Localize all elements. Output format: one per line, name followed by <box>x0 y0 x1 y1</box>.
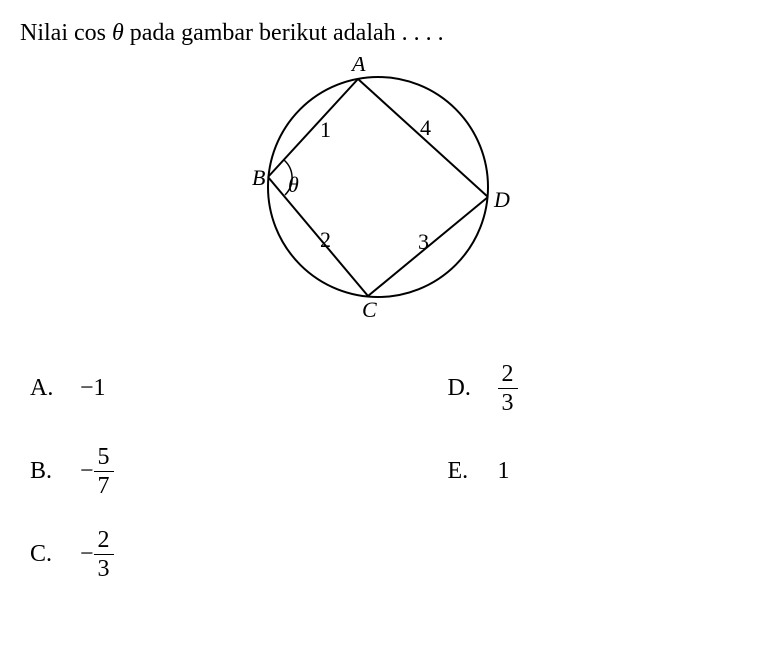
option-a-value: −1 <box>80 375 106 402</box>
option-c-den: 3 <box>94 554 114 581</box>
edge-label-3: 3 <box>418 229 429 254</box>
option-c-value: − 2 3 <box>80 528 114 581</box>
point-label-D: D <box>493 187 510 212</box>
geometry-diagram: 1 2 3 4 θ A B C D <box>248 57 518 327</box>
option-a: A. −1 <box>30 362 328 415</box>
point-label-B: B <box>252 165 265 190</box>
option-d-num: 2 <box>498 362 518 388</box>
point-label-A: A <box>350 57 366 76</box>
answer-options: A. −1 D. 2 3 B. − 5 7 E. 1 C. − 2 3 <box>20 362 745 581</box>
question-text: Nilai cos θ pada gambar berikut adalah .… <box>20 20 745 47</box>
option-d-label: D. <box>448 375 478 402</box>
circle <box>268 77 488 297</box>
diagram-container: 1 2 3 4 θ A B C D <box>20 57 745 332</box>
option-c-frac: 2 3 <box>94 528 114 581</box>
option-b-label: B. <box>30 458 60 485</box>
option-d-den: 3 <box>498 388 518 415</box>
option-b-value: − 5 7 <box>80 445 114 498</box>
option-e-label: E. <box>448 458 478 485</box>
option-a-label: A. <box>30 375 60 402</box>
edge-label-1: 1 <box>320 117 331 142</box>
minus-sign: − <box>80 458 94 485</box>
angle-label-theta: θ <box>288 172 299 197</box>
question-suffix: pada gambar berikut adalah . . . . <box>124 20 444 46</box>
option-e-value: 1 <box>498 458 510 485</box>
option-c-label: C. <box>30 541 60 568</box>
edge-label-2: 2 <box>320 227 331 252</box>
edge-label-4: 4 <box>420 115 431 140</box>
option-c: C. − 2 3 <box>30 528 328 581</box>
edge-AB <box>268 79 358 177</box>
option-b-frac: 5 7 <box>94 445 114 498</box>
option-b-num: 5 <box>94 445 114 471</box>
minus-sign: − <box>80 541 94 568</box>
option-e: E. 1 <box>448 445 746 498</box>
option-d: D. 2 3 <box>448 362 746 415</box>
option-b: B. − 5 7 <box>30 445 328 498</box>
option-b-den: 7 <box>94 471 114 498</box>
theta-symbol: θ <box>112 20 124 46</box>
option-c-num: 2 <box>94 528 114 554</box>
point-label-C: C <box>362 297 377 322</box>
question-prefix: Nilai cos <box>20 20 112 46</box>
option-d-value: 2 3 <box>498 362 518 415</box>
